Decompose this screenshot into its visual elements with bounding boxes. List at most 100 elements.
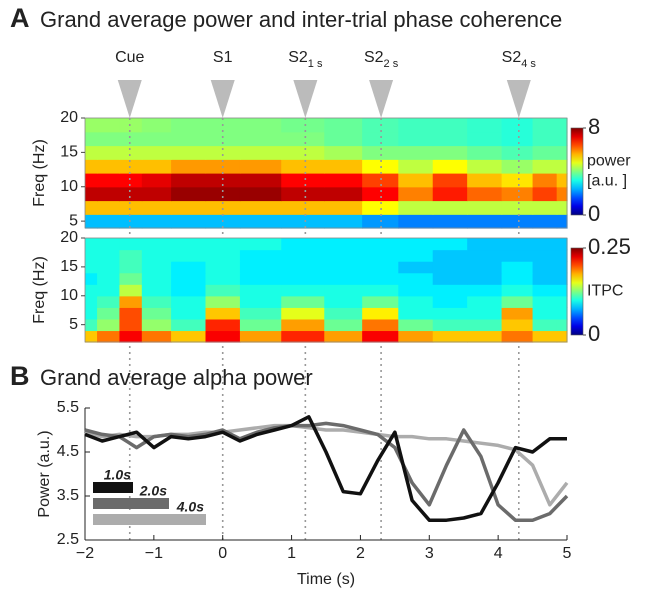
heatmap-cell (467, 284, 503, 297)
heatmap-cell (85, 214, 98, 229)
y-tick-label: 4.5 (57, 443, 79, 460)
heatmap-cell (324, 307, 363, 320)
heatmap-cell (281, 145, 325, 160)
heatmap-cell (85, 318, 98, 332)
heatmap-cell (467, 186, 503, 202)
heatmap-cell (467, 159, 503, 174)
heatmap-cell (97, 131, 121, 147)
heatmap-cell (532, 330, 558, 343)
heatmap-cell (467, 249, 503, 262)
heatmap-cell (141, 238, 172, 251)
heatmap-cell (556, 295, 568, 308)
heatmap-cell (205, 173, 241, 188)
heatmap-cell (398, 200, 434, 215)
heatmap-cell (398, 261, 434, 274)
heatmap-cell (171, 186, 207, 202)
heatmap-cell (281, 159, 325, 174)
heatmap-cell (532, 272, 558, 285)
heatmap-cell (432, 261, 468, 274)
heatmap-cell (141, 272, 172, 285)
heatmap-cell (324, 200, 363, 215)
heatmap-cell (467, 261, 503, 274)
heatmap-cell (119, 330, 143, 343)
heatmap-cell (501, 295, 534, 308)
heatmap-cell (556, 131, 568, 147)
heatmap-cell (398, 307, 434, 320)
heatmap-cell (281, 272, 325, 285)
heatmap-cell (239, 118, 282, 133)
heatmap-cell (97, 330, 121, 343)
x-tick-label: 5 (563, 545, 572, 562)
heatmap-cell (239, 318, 282, 332)
heatmap-cell (362, 238, 399, 251)
heatmap-cell (532, 159, 558, 174)
heatmap-cell (141, 261, 172, 274)
heatmap-cell (532, 249, 558, 262)
heatmap-cell (171, 307, 207, 320)
x-tick-label: 3 (425, 545, 434, 562)
heatmap-cell (281, 307, 325, 320)
heatmap-cell (362, 318, 399, 332)
event-subscript: 1 s (308, 58, 323, 70)
heatmap-cell (85, 330, 98, 343)
colorbar-tick-label: 0 (588, 201, 600, 226)
heatmap-cell (432, 238, 468, 251)
y-tick-label: 10 (60, 287, 78, 304)
y-tick-label: 20 (60, 229, 78, 246)
x-axis-label: Time (s) (297, 571, 355, 588)
heatmap-cell (467, 200, 503, 215)
heatmap-cell (324, 261, 363, 274)
colorbar (570, 247, 584, 336)
heatmap-cell (398, 173, 434, 188)
heatmap-cell (141, 318, 172, 332)
heatmap-cell (85, 118, 98, 133)
heatmap-cell (432, 284, 468, 297)
heatmap-cell (398, 249, 434, 262)
heatmap-cell (362, 295, 399, 308)
heatmap-cell (556, 284, 568, 297)
heatmap-cell (141, 159, 172, 174)
heatmap-cell (398, 145, 434, 160)
heatmap-cell (556, 186, 568, 202)
heatmap-cell (119, 249, 143, 262)
heatmap-cell (119, 295, 143, 308)
heatmap-cell (556, 261, 568, 274)
event-name: S2 (502, 49, 522, 66)
heatmap-cell (467, 173, 503, 188)
heatmap-cell (85, 131, 98, 147)
heatmap-cell (141, 214, 172, 229)
heatmap-cell (432, 200, 468, 215)
panel-title: Grand average power and inter-trial phas… (40, 7, 562, 32)
x-tick-label: −1 (145, 545, 163, 562)
heatmap-cell (171, 173, 207, 188)
heatmap-cell (432, 118, 468, 133)
heatmap-cell (501, 214, 534, 229)
heatmap-cell (432, 214, 468, 229)
heatmap-cell (281, 261, 325, 274)
heatmap-cell (239, 284, 282, 297)
heatmap-cell (432, 159, 468, 174)
heatmap-cell (205, 330, 241, 343)
heatmap-cell (556, 249, 568, 262)
x-tick-label: 0 (218, 545, 227, 562)
heatmap-cell (205, 318, 241, 332)
heatmap-cell (398, 238, 434, 251)
heatmap-cell (398, 159, 434, 174)
heatmap-cell (171, 238, 207, 251)
heatmap-cell (398, 214, 434, 229)
event-marker (117, 80, 142, 118)
y-tick-label: 20 (60, 109, 78, 126)
heatmap-cell (501, 186, 534, 202)
y-tick-label: 15 (60, 258, 78, 275)
heatmap-cell (97, 173, 121, 188)
heatmap-cell (467, 330, 503, 343)
heatmap-cell (239, 173, 282, 188)
heatmap-cell (432, 173, 468, 188)
heatmap-cell (119, 214, 143, 229)
heatmap-cell (532, 200, 558, 215)
heatmap-cell (398, 272, 434, 285)
heatmap-cell (501, 249, 534, 262)
heatmap-cell (171, 159, 207, 174)
heatmap-cell (171, 284, 207, 297)
heatmap-cell (362, 284, 399, 297)
